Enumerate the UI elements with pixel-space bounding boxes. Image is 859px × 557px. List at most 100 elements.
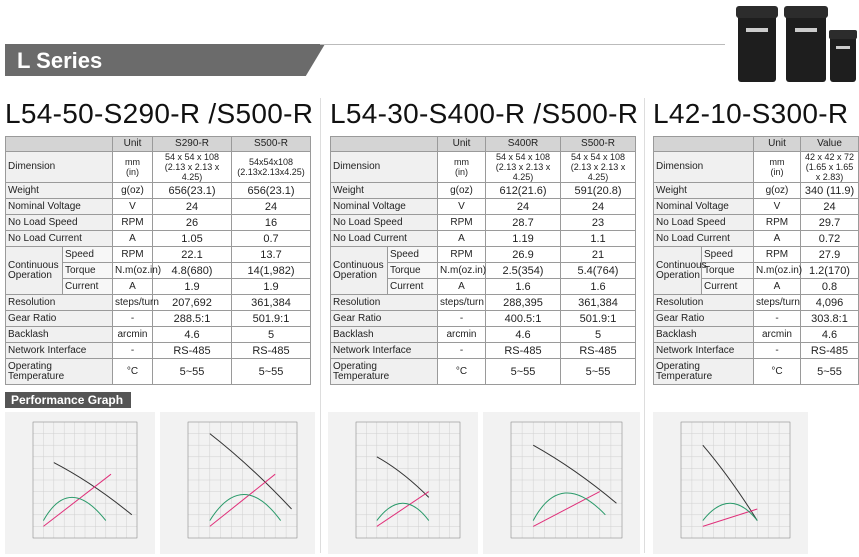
value-cell: 1.05 [152,230,232,247]
unit-cell: A [437,278,486,295]
spec-row: Dimension mm (in) 42 x 42 x 72 (1.65 x 1.65 … [653,151,859,183]
row-label: Backlash [5,326,113,343]
unit-cell: mm (in) [753,151,801,183]
cell-line: 54x54x108 [248,157,294,167]
unit-cell: - [437,342,486,359]
separator [320,98,321,553]
value-cell: 612(21.6) [485,182,561,199]
value-cell: 1.19 [485,230,561,247]
value-cell: 1.1 [560,230,636,247]
spec-subrow: Continuous Operation Speed RPM 22.1 13.7 [5,246,311,295]
plot-frame [187,421,298,539]
motor-label [746,28,768,32]
current-curve [702,508,758,527]
unit-cell: RPM [437,246,486,263]
spec-block: L54-50-S290-R /S500-R Unit S290-R S500-R Dim… [5,98,313,385]
unit-cell: A [437,230,486,247]
spec-row: Weight g(oz) 656(23.1) 656(23.1) [5,182,311,199]
spec-block: L54-30-S400-R /S500-R Unit S400R S500-R Dime… [330,98,639,385]
graph-panel [5,412,155,554]
efficiency-curve [42,496,107,521]
row-label: No Load Speed [330,214,438,231]
value-cell: 26.9 [485,246,561,263]
banner-line [320,44,725,45]
value-cell: 0.8 [800,278,859,295]
unit-cell: V [112,198,153,215]
model-title: L54-30-S400-R /S500-R [330,98,639,129]
unit-cell: g(oz) [753,182,801,199]
value-cell: 5~55 [485,358,561,385]
cell-line: (in) [126,167,139,177]
value-cell: 361,384 [231,294,311,311]
value-cell: 656(23.1) [152,182,232,199]
spec-subrow: Continuous Operation Speed RPM 26.9 21 [330,246,636,295]
sub-label: Speed [701,246,754,263]
cell-line: mm [125,157,140,167]
series-banner: L Series [5,44,325,76]
spec-row: Nominal Voltage V 24 24 [5,198,311,215]
spec-row: Network Interface - RS-485 RS-485 [330,342,636,359]
value-cell: 26 [152,214,232,231]
spec-row: Operating Temperature °C 5~55 5~55 [5,358,311,385]
current-curve [209,473,276,527]
efficiency-curve [209,494,282,521]
value-cell: 24 [152,198,232,215]
spec-row: Resolution steps/turn 207,692 361,384 [5,294,311,311]
column-header: Unit [112,136,153,152]
row-label: Nominal Voltage [330,198,438,215]
spec-row: Backlash arcmin 4.6 [653,326,859,343]
cell-line: 42 x 42 x 72 [804,152,855,162]
unit-cell: arcmin [112,326,153,343]
value-cell: 4.6 [800,326,859,343]
spec-row: Backlash arcmin 4.6 5 [330,326,636,343]
spec-row: Network Interface - RS-485 RS-485 [5,342,311,359]
value-cell: 1.2(170) [800,262,859,279]
column-header: S400R [485,136,561,152]
row-label: No Load Current [330,230,438,247]
value-cell: 4.8(680) [152,262,232,279]
value-cell: 1.6 [485,278,561,295]
value-cell: 24 [485,198,561,215]
motor [830,34,856,82]
row-label: Resolution [5,294,113,311]
value-cell: 5~55 [800,358,859,385]
efficiency-curve [376,502,430,521]
spec-row: Weight g(oz) 612(21.6) 591(20.8) [330,182,636,199]
unit-cell: V [437,198,486,215]
product-image [736,6,857,82]
column-header: S500-R [231,136,311,152]
row-label: Weight [653,182,754,199]
spec-row: No Load Speed RPM 28.7 23 [330,214,636,231]
unit-cell: steps/turn [112,294,159,311]
row-label: No Load Current [653,230,754,247]
value-cell: 24 [800,198,859,215]
value-cell: RS-485 [800,342,859,359]
row-label: Backlash [653,326,754,343]
row-label: Weight [330,182,438,199]
unit-cell: mm (in) [112,151,153,183]
motor [738,12,776,82]
sub-label: Speed [62,246,113,263]
speed-curve [532,444,617,504]
spec-subrow: Current A 1.9 1.9 [6,278,311,295]
unit-cell: - [753,342,801,359]
motor-label [836,46,850,49]
unit-cell: N.m(oz.in) [753,262,802,279]
motor-cap [736,6,778,18]
unit-cell: arcmin [437,326,486,343]
spec-row: Gear Ratio -400.5:1 501.9:1 [330,310,636,327]
cell-line: mm [769,157,785,167]
cell-line: (in) [770,167,784,177]
spec-row: Resolution steps/turn 4,096 [653,294,859,311]
graph-panel [328,412,478,554]
spec-row: No Load Current A 0.72 [653,230,859,247]
cell-line: (in) [455,167,468,177]
value-cell: 54 x 54 x 108 (2.13 x 2.13 x 4.25) [560,151,636,183]
value-cell: 21 [560,246,636,263]
plot-frame [355,421,461,539]
value-cell: 0.72 [800,230,859,247]
graph-panel [483,412,640,554]
value-cell: 5~55 [560,358,636,385]
column-header: Value [800,136,859,152]
current-curve [376,491,430,527]
